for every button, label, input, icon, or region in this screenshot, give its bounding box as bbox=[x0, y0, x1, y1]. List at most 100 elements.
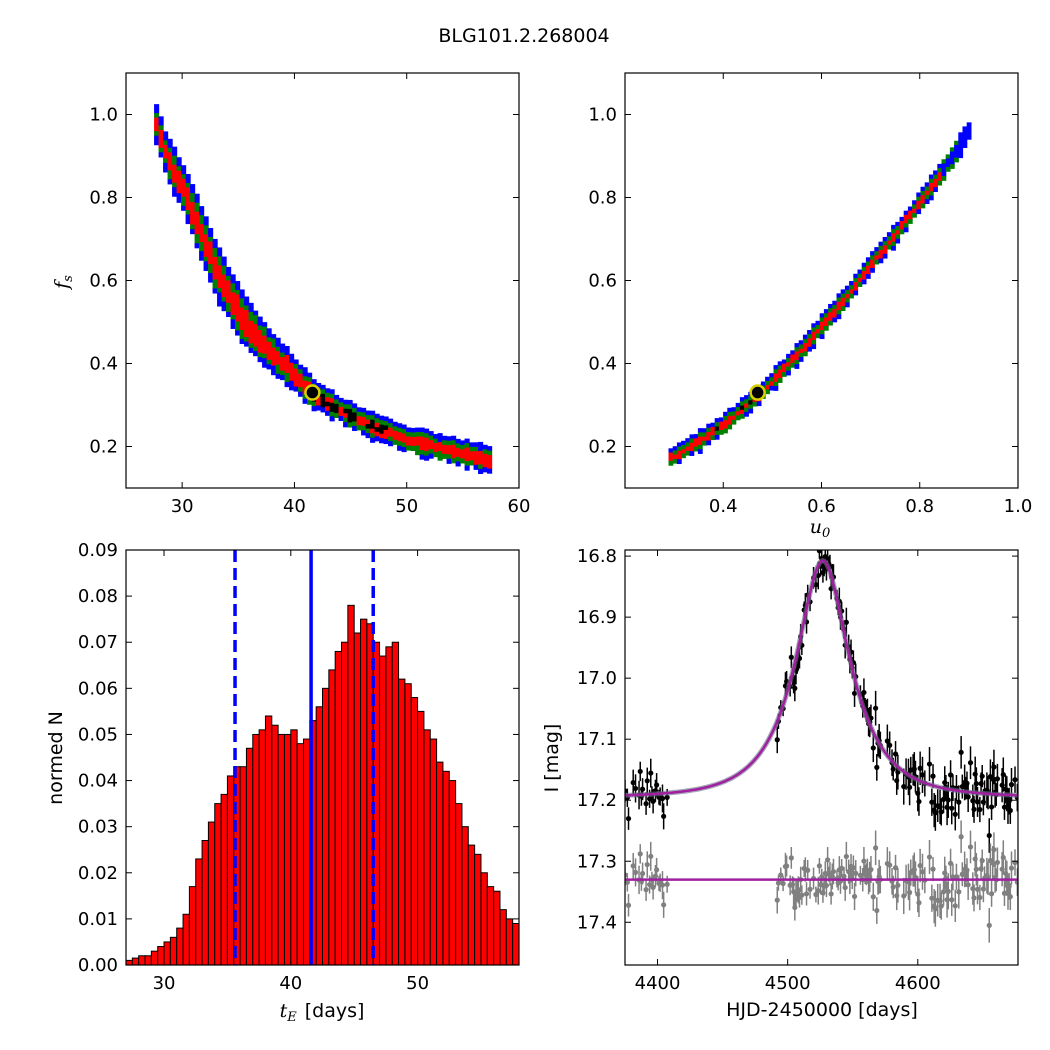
heatmap-cell bbox=[870, 251, 875, 256]
heatmap-cell bbox=[199, 255, 205, 261]
heatmap-cell bbox=[226, 284, 232, 291]
heatmap-cell bbox=[668, 448, 674, 454]
te-fs-panel: 30 40 50 60 0.2 0.4 0.6 0.8 1.0 fs bbox=[51, 72, 530, 517]
heatmap-cell bbox=[253, 319, 259, 325]
heatmap-cell bbox=[226, 311, 232, 318]
heatmap-cell bbox=[819, 321, 825, 327]
heatmap-cell bbox=[226, 289, 232, 295]
heatmap-cell bbox=[478, 464, 484, 470]
heatmap-cell bbox=[849, 289, 854, 295]
heatmap-cell bbox=[706, 436, 712, 442]
heatmap-cell bbox=[419, 454, 425, 460]
heatmap-cell bbox=[823, 321, 829, 327]
heatmap-cell bbox=[298, 391, 304, 397]
heatmap-cell bbox=[482, 467, 488, 473]
heatmap-cell bbox=[289, 385, 295, 391]
residual-point bbox=[646, 881, 653, 888]
heatmap-cell bbox=[383, 429, 389, 436]
heatmap-cell bbox=[685, 446, 691, 452]
heatmap-cell bbox=[203, 261, 209, 267]
heatmap-cell bbox=[262, 326, 268, 332]
heatmap-cell bbox=[428, 449, 434, 455]
heatmap-cell bbox=[392, 435, 398, 441]
data-point bbox=[974, 799, 981, 805]
heatmap-cell bbox=[329, 416, 335, 422]
heatmap-cell bbox=[275, 346, 281, 352]
heatmap-cell bbox=[928, 195, 934, 201]
heatmap-cell bbox=[460, 440, 466, 446]
light-curve-panel: 4400 4500 4600 16.8 16.9 17.0 17.1 17.2 17.3 17.4… bbox=[541, 546, 1019, 1021]
heatmap-cell bbox=[954, 140, 959, 146]
best-fit-marker bbox=[749, 384, 766, 401]
histogram-bar bbox=[341, 641, 349, 965]
heatmap-cell bbox=[248, 302, 254, 308]
heatmap-cell bbox=[765, 385, 770, 390]
heatmap-cell bbox=[861, 266, 867, 272]
histogram-bar bbox=[176, 927, 184, 965]
heatmap-cell bbox=[370, 424, 376, 430]
heatmap-cell bbox=[907, 206, 913, 212]
heatmap-cell bbox=[769, 381, 775, 387]
heatmap-cell bbox=[811, 323, 817, 329]
heatmap-cell bbox=[857, 269, 863, 275]
histogram-bar bbox=[570, 960, 576, 965]
heatmap-cell bbox=[681, 453, 686, 459]
heatmap-cell bbox=[473, 460, 479, 466]
heatmap-cell bbox=[257, 357, 263, 363]
heatmap-cell bbox=[446, 440, 452, 446]
heatmap-cell bbox=[284, 359, 290, 365]
heatmap-cell bbox=[199, 228, 205, 234]
heatmap-cell bbox=[672, 458, 678, 464]
heatmap-cell bbox=[739, 413, 745, 419]
histogram-bar bbox=[226, 775, 235, 965]
heatmap-cell bbox=[262, 349, 268, 355]
residual-point bbox=[816, 863, 823, 869]
heatmap-cell bbox=[941, 171, 947, 177]
heatmap-cell bbox=[307, 399, 313, 405]
heatmap-cell bbox=[460, 453, 466, 460]
heatmap-cell bbox=[199, 251, 205, 257]
heatmap-cell bbox=[280, 375, 286, 381]
heatmap-cell bbox=[895, 234, 901, 240]
u0-label-sub: 0 bbox=[822, 526, 830, 541]
heatmap-cell bbox=[903, 223, 909, 229]
heatmap-cell bbox=[334, 394, 340, 400]
data-point bbox=[949, 805, 955, 811]
heatmap-cell bbox=[406, 431, 412, 438]
heatmap-cell bbox=[794, 364, 800, 369]
heatmap-cell bbox=[172, 178, 178, 184]
y-tick-label: 0.8 bbox=[588, 188, 617, 209]
heatmap-cell bbox=[172, 169, 178, 175]
heatmap-cell bbox=[424, 433, 430, 439]
heatmap-cell bbox=[226, 293, 232, 300]
heatmap-cell bbox=[257, 325, 263, 331]
heatmap-cell bbox=[478, 441, 484, 448]
heatmap-cell bbox=[226, 307, 232, 313]
heatmap-cell bbox=[482, 449, 488, 455]
heatmap-cell bbox=[714, 430, 720, 436]
residual-point bbox=[895, 882, 901, 888]
heatmap-cell bbox=[302, 394, 308, 400]
heatmap-cell bbox=[167, 156, 173, 162]
heatmap-cell bbox=[697, 432, 703, 438]
heatmap-cell bbox=[912, 204, 917, 210]
heatmap-cell bbox=[756, 401, 762, 407]
heatmap-cell bbox=[433, 452, 439, 458]
heatmap-cell bbox=[446, 436, 452, 442]
heatmap-cell bbox=[819, 313, 825, 319]
heatmap-cell bbox=[176, 157, 182, 163]
heatmap-cell bbox=[361, 407, 367, 413]
heatmap-cell bbox=[954, 153, 959, 159]
heatmap-cell bbox=[786, 366, 791, 372]
heatmap-cell bbox=[933, 174, 938, 180]
y-tick-label: 0.8 bbox=[89, 188, 118, 209]
heatmap-cell bbox=[916, 209, 922, 215]
y-tick-label: 17.3 bbox=[577, 851, 617, 872]
residual-point bbox=[823, 882, 830, 889]
heatmap-cell bbox=[244, 328, 250, 334]
heatmap-cell bbox=[958, 136, 964, 142]
residual-point bbox=[986, 922, 992, 928]
heatmap-cell bbox=[451, 435, 457, 441]
data-point bbox=[639, 786, 646, 792]
